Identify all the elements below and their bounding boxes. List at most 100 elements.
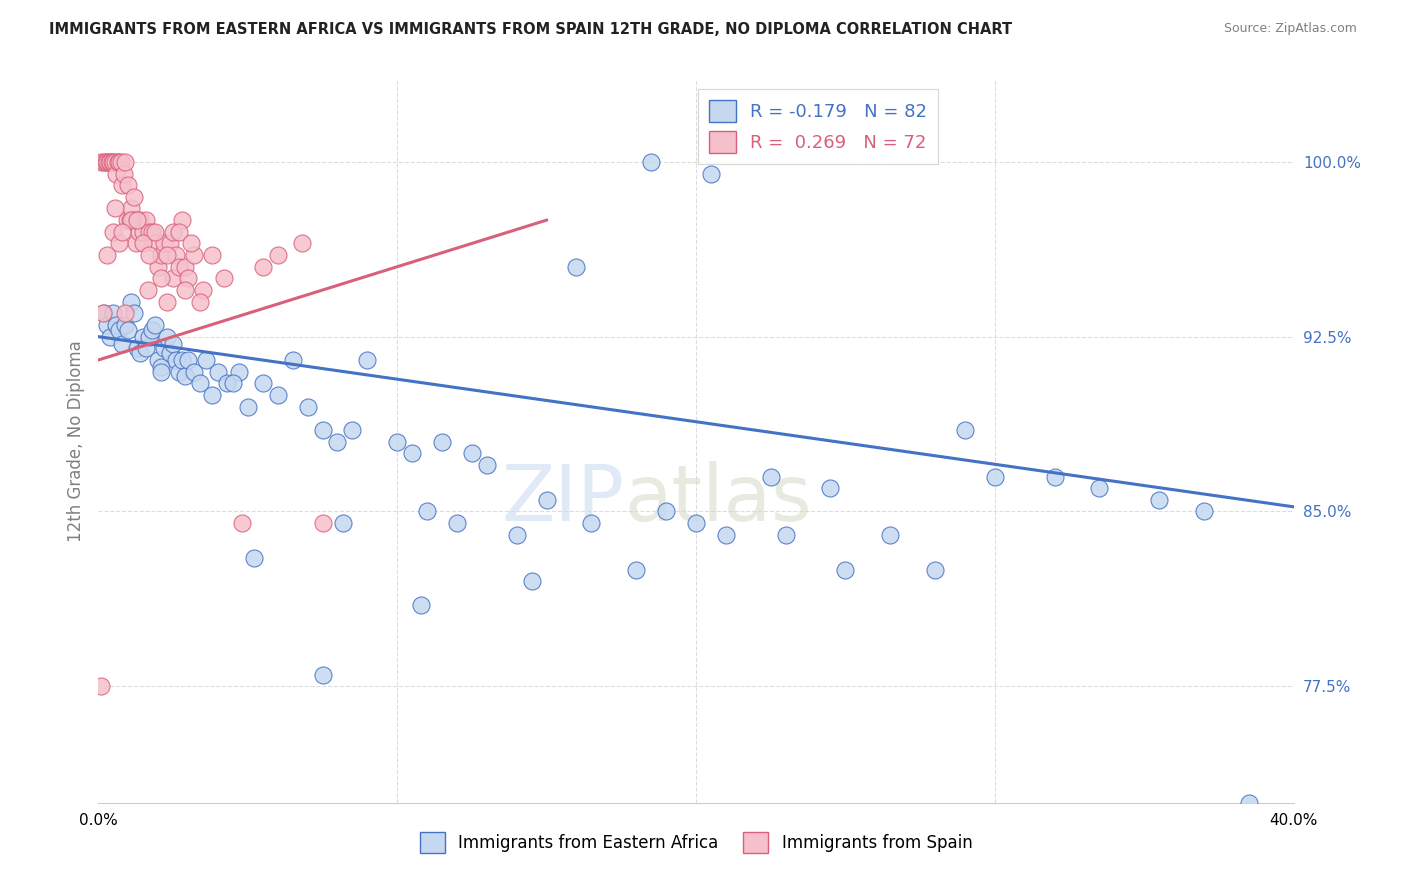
Point [201, 248, 224, 262]
Point [143, 236, 166, 251]
Point [820, 481, 842, 495]
Point [252, 376, 274, 391]
Point [506, 528, 529, 542]
Point [108, 236, 131, 251]
Point [174, 283, 197, 297]
Point [129, 213, 152, 227]
Point [96, 154, 118, 169]
Point [150, 271, 173, 285]
Point [105, 167, 128, 181]
Point [156, 329, 179, 343]
Point [128, 225, 150, 239]
Point [124, 306, 146, 320]
Point [143, 225, 166, 239]
Point [834, 563, 856, 577]
Point [879, 528, 901, 542]
Point [141, 225, 163, 239]
Point [121, 213, 143, 227]
Point [446, 516, 468, 530]
Point [103, 154, 125, 169]
Text: atlas: atlas [624, 461, 811, 537]
Point [90, 679, 112, 693]
Point [172, 353, 194, 368]
Point [143, 318, 166, 332]
Point [267, 248, 290, 262]
Point [138, 225, 160, 239]
Point [115, 213, 138, 227]
Point [581, 516, 603, 530]
Point [98, 329, 122, 343]
Point [411, 598, 433, 612]
Point [165, 248, 187, 262]
Point [188, 294, 211, 309]
Point [96, 318, 118, 332]
Point [1043, 469, 1066, 483]
Point [162, 271, 184, 285]
Point [136, 283, 159, 297]
Point [93, 306, 115, 320]
Point [215, 376, 238, 391]
Point [150, 248, 173, 262]
Point [401, 446, 423, 460]
Point [97, 154, 120, 169]
Point [195, 353, 218, 368]
Point [120, 202, 142, 216]
Point [117, 178, 139, 193]
Point [103, 306, 125, 320]
Point [640, 154, 662, 169]
Point [342, 423, 364, 437]
Point [141, 323, 163, 337]
Point [311, 423, 333, 437]
Point [117, 323, 139, 337]
Point [127, 341, 149, 355]
Point [108, 154, 131, 169]
Point [138, 248, 160, 262]
Point [759, 469, 782, 483]
Y-axis label: 12th Grade, No Diploma: 12th Grade, No Diploma [66, 341, 84, 542]
Point [108, 323, 131, 337]
Point [984, 469, 1007, 483]
Point [101, 154, 124, 169]
Point [520, 574, 543, 589]
Point [91, 306, 114, 320]
Point [177, 271, 200, 285]
Point [90, 154, 112, 169]
Point [132, 225, 155, 239]
Point [98, 154, 122, 169]
Point [775, 528, 797, 542]
Point [177, 353, 200, 368]
Point [212, 271, 235, 285]
Text: Source: ZipAtlas.com: Source: ZipAtlas.com [1223, 22, 1357, 36]
Point [297, 400, 319, 414]
Point [125, 236, 148, 251]
Point [1237, 796, 1260, 810]
Point [700, 167, 723, 181]
Point [148, 353, 170, 368]
Point [93, 154, 115, 169]
Point [120, 294, 142, 309]
Point [188, 376, 211, 391]
Point [326, 434, 349, 449]
Point [243, 551, 266, 566]
Point [96, 248, 118, 262]
Point [1192, 504, 1215, 518]
Point [207, 365, 229, 379]
Point [167, 225, 190, 239]
Point [114, 154, 136, 169]
Point [1088, 481, 1111, 495]
Point [167, 365, 190, 379]
Point [236, 400, 259, 414]
Point [231, 516, 253, 530]
Point [138, 329, 160, 343]
Point [111, 178, 134, 193]
Point [183, 248, 205, 262]
Point [416, 504, 439, 518]
Point [135, 213, 157, 227]
Point [105, 318, 128, 332]
Point [536, 492, 558, 507]
Point [120, 213, 142, 227]
Point [714, 528, 737, 542]
Point [150, 365, 173, 379]
Point [201, 388, 224, 402]
Point [114, 306, 136, 320]
